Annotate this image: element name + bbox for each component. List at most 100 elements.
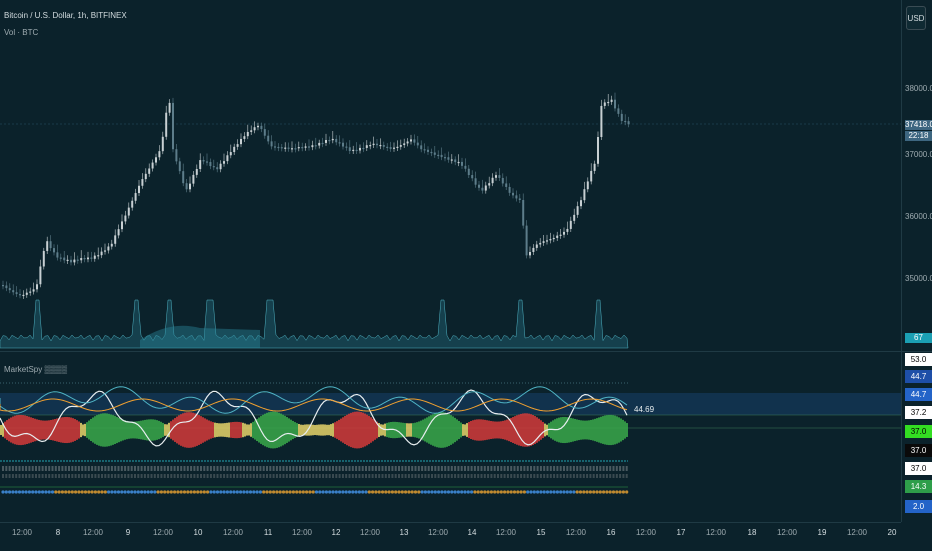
indicator-marker-row1 xyxy=(513,466,516,471)
candle-body xyxy=(63,257,66,261)
symbol-title[interactable]: Bitcoin / U.S. Dollar, 1h, BITFINEX xyxy=(4,11,127,20)
indicator-marker-row1 xyxy=(275,466,278,471)
indicator-dot xyxy=(552,490,556,494)
indicator-marker-row2 xyxy=(120,474,123,478)
time-axis[interactable] xyxy=(0,522,901,551)
indicator-marker-row1 xyxy=(417,466,420,471)
indicator-histogram-bar xyxy=(168,422,170,438)
candle-body xyxy=(76,259,79,261)
candle-body xyxy=(416,142,419,146)
candle-body xyxy=(586,181,589,190)
indicator-dot xyxy=(387,490,391,494)
candle-body xyxy=(178,161,181,172)
candle-body xyxy=(474,178,477,185)
volume-indicator-label[interactable]: Vol · BTC xyxy=(4,28,39,37)
indicator-marker-row2 xyxy=(569,474,572,478)
time-tick: 12:00 xyxy=(495,528,517,537)
currency-button[interactable]: USD xyxy=(906,6,926,30)
indicator-histogram-bar xyxy=(368,415,370,445)
indicator-marker-row2 xyxy=(493,474,496,478)
indicator-marker-row1 xyxy=(190,466,193,471)
indicator-histogram-bar xyxy=(618,417,620,443)
candle-body xyxy=(573,214,576,221)
indicator-marker-row2 xyxy=(325,474,328,478)
indicator-histogram-bar xyxy=(506,419,508,441)
indicator-dot xyxy=(272,490,276,494)
indicator-marker-row1 xyxy=(381,466,384,471)
indicator-dot xyxy=(314,490,319,494)
indicator-marker-row1 xyxy=(91,466,94,471)
indicator-dot xyxy=(159,490,163,494)
indicator-histogram-bar xyxy=(496,421,498,439)
indicator-marker-row2 xyxy=(394,474,397,478)
indicator-marker-row1 xyxy=(242,466,245,471)
indicator-histogram-bar xyxy=(232,422,234,438)
time-tick: 11 xyxy=(263,528,273,537)
candle-body xyxy=(243,136,246,139)
indicator-histogram-bar xyxy=(530,414,532,446)
indicator-histogram-bar xyxy=(328,424,330,436)
indicator-marker-row1 xyxy=(8,466,11,471)
candle-body xyxy=(158,151,161,158)
indicator-dot xyxy=(189,490,193,494)
indicator-marker-row2 xyxy=(381,474,384,478)
candle-body xyxy=(532,247,535,252)
indicator-histogram-bar xyxy=(372,418,374,442)
indicator-marker-row2 xyxy=(289,474,292,478)
candle-body xyxy=(607,101,610,104)
indicator-dot xyxy=(437,490,441,494)
indicator-histogram-bar xyxy=(116,416,118,444)
indicator-dot xyxy=(47,490,51,494)
indicator-histogram-bar xyxy=(348,413,350,447)
indicator-marker-row2 xyxy=(513,474,516,478)
indicator-marker-row1 xyxy=(328,466,331,471)
indicator-zone-band xyxy=(0,393,901,415)
indicator-histogram-bar xyxy=(318,424,320,436)
time-tick: 20 xyxy=(887,528,897,537)
candle-body xyxy=(216,167,219,170)
indicator-dot xyxy=(532,490,536,494)
indicator-histogram-bar xyxy=(478,419,480,441)
candle-body xyxy=(488,183,491,186)
candle-body xyxy=(593,163,596,171)
indicator-histogram-bar xyxy=(70,417,72,443)
indicator-marker-row2 xyxy=(371,474,374,478)
indicator-marker-row2 xyxy=(586,474,589,478)
indicator-marker-row2 xyxy=(167,474,169,478)
indicator-marker-row1 xyxy=(252,466,255,471)
indicator-dot xyxy=(364,490,368,494)
candle-body xyxy=(165,112,168,137)
indicator-marker-row1 xyxy=(516,466,519,471)
indicator-dot xyxy=(133,490,137,494)
indicator-dot xyxy=(374,490,378,494)
candle-body xyxy=(624,120,627,123)
candle-body xyxy=(161,136,164,152)
pane-divider[interactable] xyxy=(0,351,932,352)
candle-body xyxy=(318,142,321,146)
indicator-histogram-bar xyxy=(476,419,478,441)
indicator-dot xyxy=(615,490,619,494)
indicator-marker-row2 xyxy=(563,474,565,478)
indicator-histogram-bar xyxy=(152,419,154,441)
indicator-histogram-bar xyxy=(604,415,606,445)
indicator-histogram-bar xyxy=(76,420,78,440)
indicator-histogram-bar xyxy=(464,424,466,436)
indicator-name[interactable]: MarketSpy ▒▒▒▒ xyxy=(4,365,68,374)
chart-canvas[interactable] xyxy=(0,0,901,522)
indicator-histogram-bar xyxy=(526,413,528,447)
indicator-marker-row1 xyxy=(117,466,120,471)
candle-body xyxy=(376,143,378,146)
candle-body xyxy=(226,155,229,162)
candle-body xyxy=(83,258,86,260)
indicator-marker-row1 xyxy=(41,466,44,471)
indicator-histogram-bar xyxy=(448,414,450,446)
indicator-marker-row2 xyxy=(223,474,226,478)
indicator-histogram-bar xyxy=(160,421,162,439)
indicator-histogram-bar xyxy=(454,417,456,443)
indicator-marker-row1 xyxy=(256,466,259,471)
indicator-marker-row2 xyxy=(404,474,407,478)
indicator-marker-row1 xyxy=(81,466,84,471)
indicator-dot xyxy=(384,490,388,494)
indicator-marker-row2 xyxy=(64,474,67,478)
indicator-marker-row1 xyxy=(209,466,212,471)
